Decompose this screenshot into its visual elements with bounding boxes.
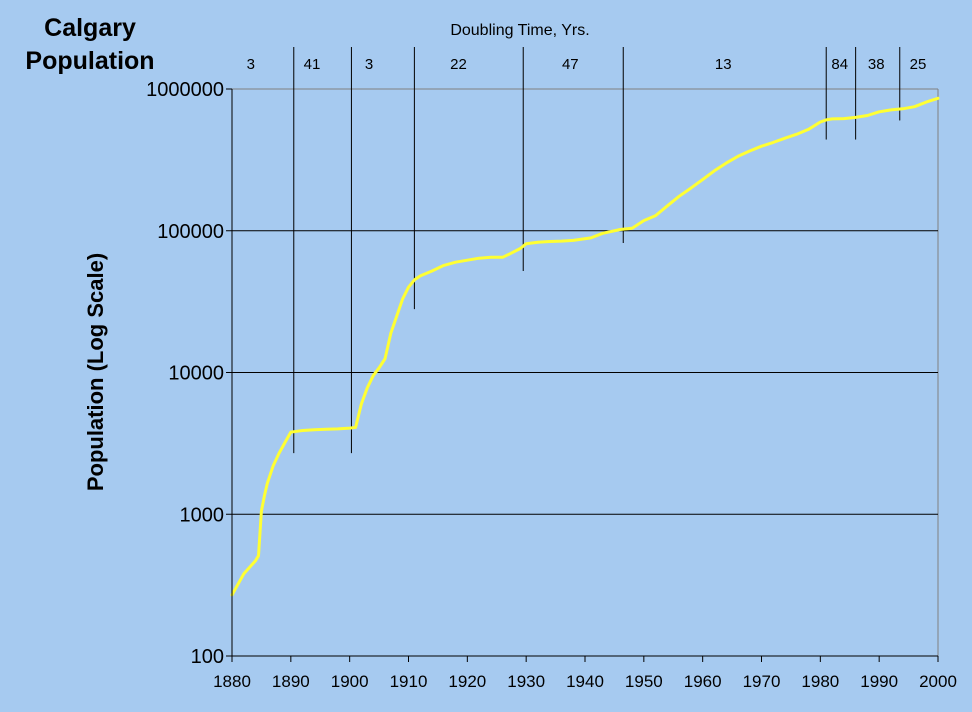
x-tick-label: 2000 [919,672,957,691]
x-tick-label: 1990 [860,672,898,691]
series-layer [230,96,940,597]
doubling-dividers [293,47,901,454]
y-axis: 100 1000 10000 100000 1000000 [146,79,233,668]
x-tick-label: 1960 [684,672,722,691]
population-series-line [230,96,940,597]
x-tick-label: 1930 [507,672,545,691]
doubling-labels: 3 41 3 22 47 13 84 38 25 [247,56,927,73]
y-tick-label: 100000 [157,221,224,243]
x-axis: 1880 1890 1900 1910 1920 1930 1940 1950 1960 1970… [213,655,957,691]
x-tick-label: 1920 [448,672,486,691]
y-tick-label: 1000000 [146,79,224,101]
y-tick-label: 1000 [180,504,225,526]
doubling-time-header: Doubling Time, Yrs. [450,22,589,39]
doubling-period-label: 38 [868,56,885,73]
doubling-period-label: 84 [831,56,848,73]
doubling-period-label: 47 [562,56,579,73]
doubling-period-label: 22 [450,56,467,73]
x-tick-label: 1970 [743,672,781,691]
x-tick-label: 1910 [390,672,428,691]
doubling-period-label: 13 [715,56,732,73]
x-tick-label: 1950 [625,672,663,691]
y-tick-label: 10000 [168,363,224,385]
x-tick-label: 1880 [213,672,251,691]
x-tick-label: 1940 [566,672,604,691]
gridlines [232,88,938,657]
y-tick-label: 100 [191,646,224,668]
doubling-period-label: 25 [910,56,927,73]
x-tick-label: 1900 [331,672,369,691]
x-tick-label: 1980 [801,672,839,691]
x-tick-label: 1890 [272,672,310,691]
chart-title: Calgary Population [25,14,155,75]
doubling-period-label: 41 [304,56,321,73]
y-axis-label: Population (Log Scale) [83,253,108,491]
doubling-period-label: 3 [365,56,373,73]
doubling-period-label: 3 [247,56,255,73]
